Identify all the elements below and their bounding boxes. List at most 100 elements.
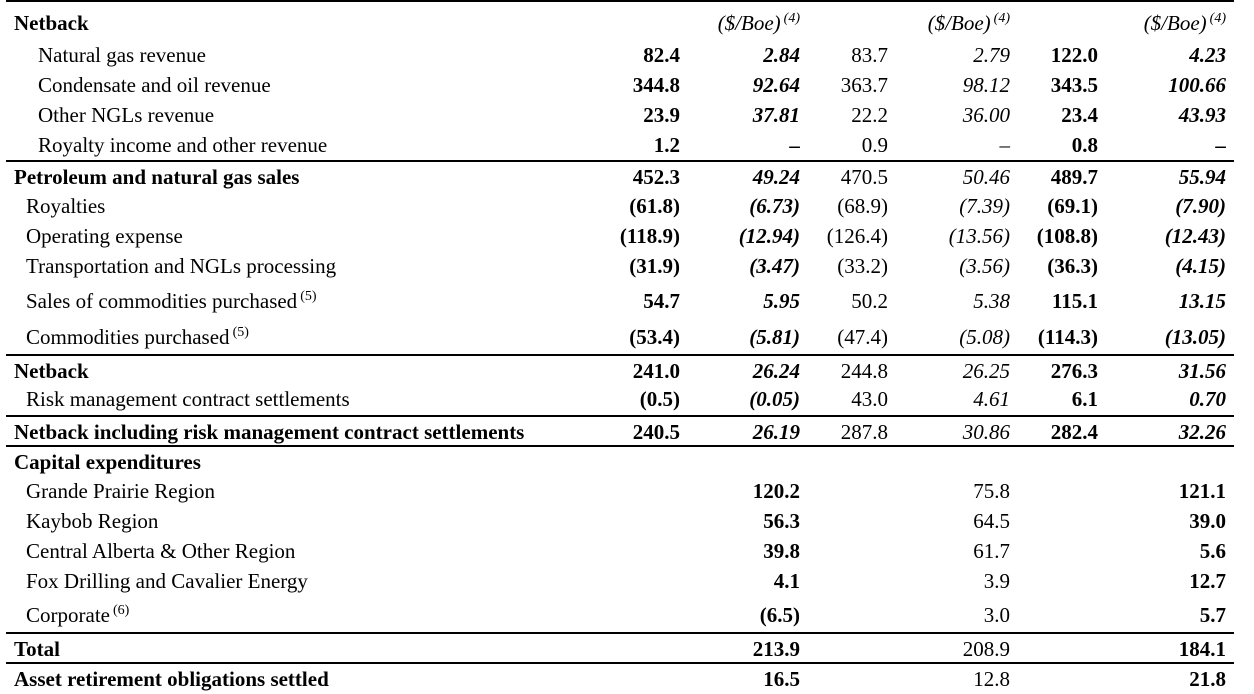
value-cell: 98.12 — [962, 73, 1010, 97]
value-cell: 13.15 — [1178, 289, 1226, 313]
value-cell: 0.8 — [1071, 133, 1098, 157]
row-label: Total — [14, 637, 60, 661]
value-cell: 55.94 — [1178, 165, 1226, 189]
table-row: Royalty income and other revenue 1.2 – 0… — [6, 130, 1234, 160]
value-cell: 4.23 — [1189, 43, 1226, 67]
value-cell: (5.81) — [749, 325, 800, 349]
value-cell: (47.4) — [837, 325, 888, 349]
value-cell: 5.95 — [763, 289, 800, 313]
table-row: Central Alberta & Other Region 39.8 61.7… — [6, 536, 1234, 566]
value-cell: 36.00 — [962, 103, 1010, 127]
row-label: Condensate and oil revenue — [38, 73, 271, 97]
value-cell: (0.05) — [749, 387, 800, 411]
value-cell: 5.7 — [1199, 603, 1226, 627]
value-cell: (118.9) — [619, 224, 680, 248]
value-cell: 49.24 — [752, 165, 800, 189]
value-cell: (69.1) — [1047, 194, 1098, 218]
value-cell: 3.0 — [983, 603, 1010, 627]
row-label: Netback including risk management contra… — [14, 420, 525, 444]
value-cell: 43.93 — [1178, 103, 1226, 127]
value-cell: (12.43) — [1164, 224, 1226, 248]
value-cell: 120.2 — [752, 479, 800, 503]
value-cell: 82.4 — [643, 43, 680, 67]
value-cell: 241.0 — [632, 359, 680, 383]
row-label: Fox Drilling and Cavalier Energy — [26, 569, 308, 593]
row-label: Commodities purchased (5) — [26, 325, 249, 349]
value-cell: 39.8 — [763, 539, 800, 563]
table-row: Other NGLs revenue 23.9 37.81 22.2 36.00… — [6, 100, 1234, 130]
value-cell: 23.9 — [643, 103, 680, 127]
row-label: Transportation and NGLs processing — [26, 254, 337, 278]
table-row-subtotal: Netback 241.0 26.24 244.8 26.25 276.3 31… — [6, 354, 1234, 386]
value-cell: 244.8 — [840, 359, 888, 383]
table-row: Natural gas revenue 82.4 2.84 83.7 2.79 … — [6, 40, 1234, 70]
value-cell: 75.8 — [973, 479, 1010, 503]
value-cell: (4.15) — [1175, 254, 1226, 278]
value-cell: (7.39) — [959, 194, 1010, 218]
value-cell: 50.2 — [851, 289, 888, 313]
row-label: Royalty income and other revenue — [38, 133, 328, 157]
row-label: Other NGLs revenue — [38, 103, 215, 127]
capex-section-title: Capital expenditures — [14, 450, 201, 474]
value-cell: 5.6 — [1199, 539, 1226, 563]
value-cell: 208.9 — [962, 637, 1010, 661]
value-cell: 121.1 — [1178, 479, 1226, 503]
value-cell: 3.9 — [983, 569, 1010, 593]
value-cell: 50.46 — [962, 165, 1010, 189]
value-cell: 0.9 — [861, 133, 888, 157]
table-row: Kaybob Region 56.3 64.5 39.0 — [6, 506, 1234, 536]
value-cell: (61.8) — [629, 194, 680, 218]
value-cell: 2.84 — [763, 43, 800, 67]
unit-header-3: ($/Boe) (4) — [1143, 11, 1226, 35]
value-cell: (3.47) — [749, 254, 800, 278]
value-cell: 213.9 — [752, 637, 800, 661]
value-cell: (33.2) — [837, 254, 888, 278]
value-cell: 30.86 — [962, 420, 1010, 444]
value-cell: – — [1215, 133, 1227, 157]
value-cell: 12.7 — [1189, 569, 1226, 593]
value-cell: 276.3 — [1050, 359, 1098, 383]
row-label: Sales of commodities purchased (5) — [26, 289, 317, 313]
netback-section-title: Netback — [14, 11, 89, 35]
table-row: Commodities purchased (5) (53.4) (5.81) (… — [6, 318, 1234, 352]
value-cell: (3.56) — [959, 254, 1010, 278]
table-top-rule — [6, 0, 1234, 8]
value-cell: 344.8 — [632, 73, 680, 97]
table-row: Fox Drilling and Cavalier Energy 4.1 3.9… — [6, 566, 1234, 596]
value-cell: (5.08) — [959, 325, 1010, 349]
value-cell: (108.8) — [1036, 224, 1098, 248]
value-cell: 26.19 — [752, 420, 800, 444]
value-cell: 39.0 — [1189, 509, 1226, 533]
value-cell: 23.4 — [1061, 103, 1098, 127]
value-cell: (7.90) — [1175, 194, 1226, 218]
value-cell: (114.3) — [1037, 325, 1098, 349]
value-cell: 115.1 — [1051, 289, 1098, 313]
table-row: Royalties (61.8) (6.73) (68.9) (7.39) (6… — [6, 191, 1234, 221]
value-cell: – — [999, 133, 1011, 157]
value-cell: (36.3) — [1047, 254, 1098, 278]
table-row: Sales of commodities purchased (5) 54.7 5… — [6, 282, 1234, 316]
value-cell: 470.5 — [840, 165, 888, 189]
value-cell: 287.8 — [840, 420, 888, 444]
row-label: Royalties — [26, 194, 106, 218]
value-cell: 61.7 — [973, 539, 1010, 563]
value-cell: 184.1 — [1178, 637, 1226, 661]
value-cell: 1.2 — [653, 133, 680, 157]
value-cell: 22.2 — [851, 103, 888, 127]
value-cell: 240.5 — [632, 420, 680, 444]
row-label: Operating expense — [26, 224, 183, 248]
value-cell: 4.61 — [973, 387, 1010, 411]
value-cell: 4.1 — [773, 569, 800, 593]
value-cell: 282.4 — [1050, 420, 1098, 444]
capex-header-row: Capital expenditures — [6, 445, 1234, 477]
row-label: Asset retirement obligations settled — [14, 667, 329, 691]
value-cell: (53.4) — [629, 325, 680, 349]
table-row: Asset retirement obligations settled 16.… — [6, 662, 1234, 694]
value-cell: 83.7 — [851, 43, 888, 67]
value-cell: (13.05) — [1164, 325, 1226, 349]
value-cell: 5.38 — [973, 289, 1010, 313]
value-cell: 0.70 — [1189, 387, 1226, 411]
value-cell: (68.9) — [837, 194, 888, 218]
value-cell: 452.3 — [632, 165, 680, 189]
unit-header-2: ($/Boe) (4) — [927, 11, 1010, 35]
